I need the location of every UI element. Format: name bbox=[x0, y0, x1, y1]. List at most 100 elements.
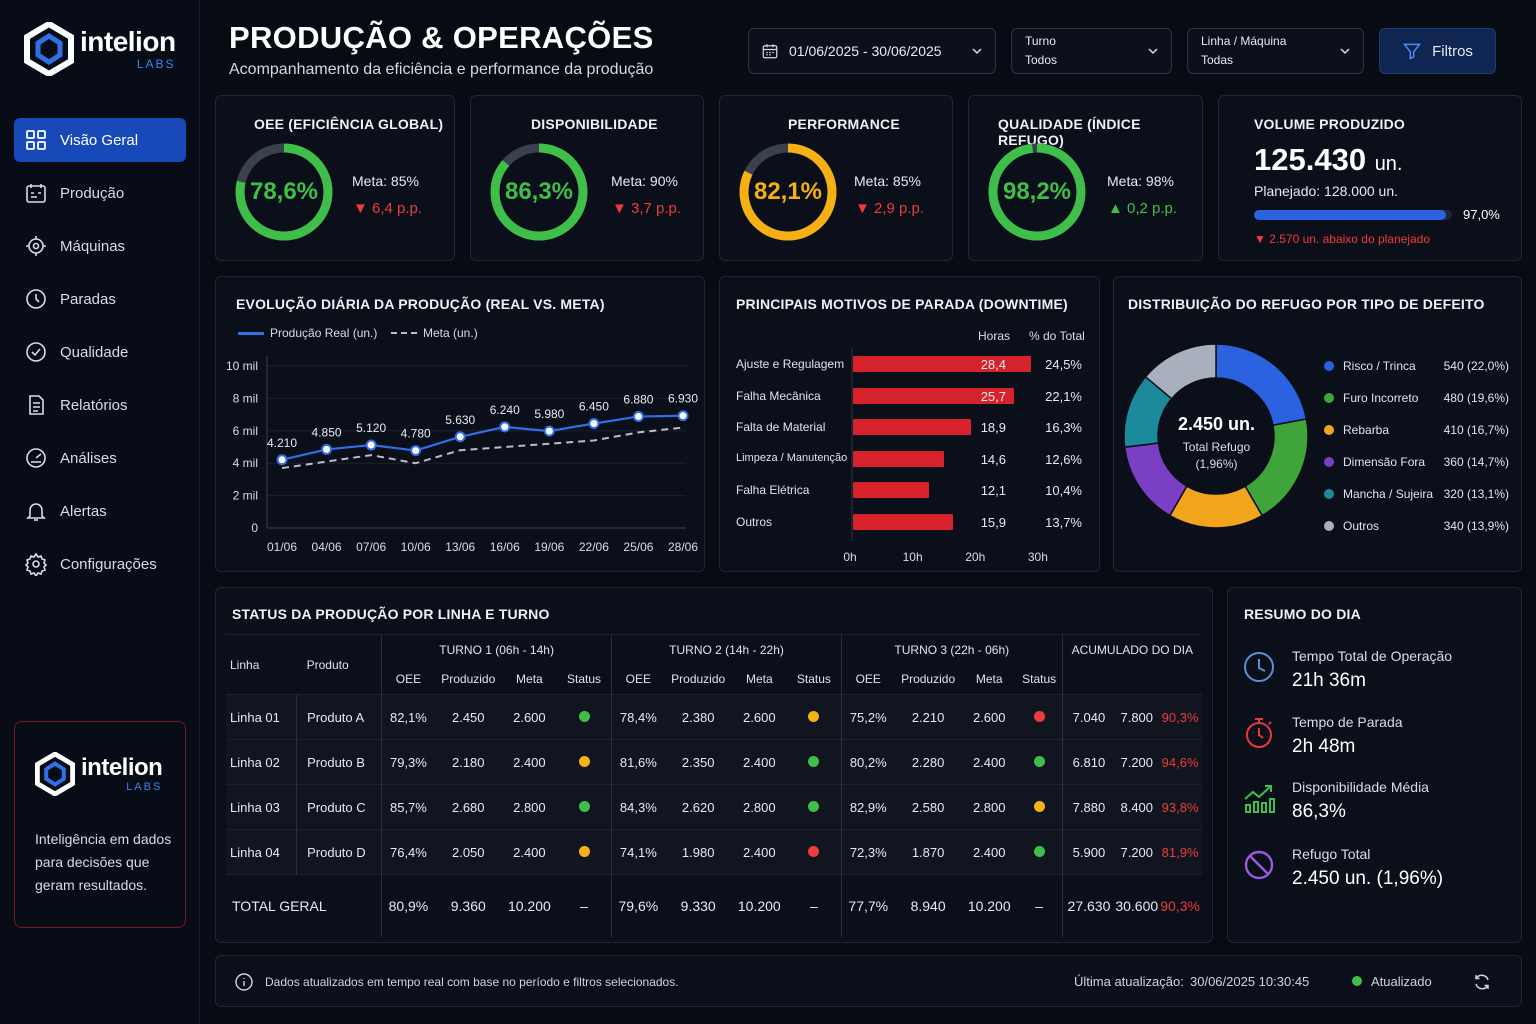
downtime-pct: 16,3% bbox=[1045, 420, 1082, 436]
kpi-delta: ▼ 3,7 p.p. bbox=[612, 200, 682, 217]
resumo-label: Refugo Total bbox=[1292, 846, 1371, 862]
cell-linha: Linha 01 bbox=[226, 694, 297, 740]
kpi-ring-progress bbox=[490, 143, 588, 241]
col-linha: Linha bbox=[226, 634, 297, 695]
legend-name: Furo Incorreto bbox=[1343, 391, 1419, 405]
sidebar-item-qualidade[interactable]: Qualidade bbox=[14, 330, 186, 374]
data-point bbox=[410, 445, 422, 457]
pie-legend-item: Mancha / Sujeira 320 (13,1%) bbox=[1324, 487, 1509, 501]
pie-legend-item: Outros 340 (13,9%) bbox=[1324, 519, 1509, 533]
sidebar-item-visao-geral[interactable]: Visão Geral bbox=[14, 118, 186, 162]
pie-title: DISTRIBUIÇÃO DO REFUGO POR TIPO DE DEFEI… bbox=[1128, 296, 1485, 312]
kpi-value: 78,6% bbox=[249, 178, 319, 205]
sidebar-item-paradas[interactable]: Paradas bbox=[14, 277, 186, 321]
refresh-icon[interactable] bbox=[1472, 972, 1492, 992]
turno-select[interactable]: Turno Todos bbox=[1011, 28, 1172, 74]
downtime-pct: 12,6% bbox=[1045, 451, 1082, 467]
cell-status bbox=[786, 739, 842, 785]
document-icon bbox=[29, 395, 44, 415]
downtime-label: Falta de Material bbox=[736, 420, 826, 435]
cell-oee: 72,3% bbox=[840, 829, 895, 875]
legend-value: 480 (19,6%) bbox=[1443, 391, 1509, 405]
legend-name: Mancha / Sujeira bbox=[1343, 487, 1434, 501]
cell-meta: 2.800 bbox=[501, 784, 557, 830]
footer-bar: Dados atualizados em tempo real com base… bbox=[215, 955, 1522, 1007]
sidebar-item-producao[interactable]: Produção bbox=[14, 171, 186, 215]
ban-icon bbox=[1244, 850, 1274, 880]
sidebar-item-label: Paradas bbox=[60, 290, 116, 308]
data-point bbox=[588, 418, 600, 430]
cell-acc-meta: 7.800 bbox=[1115, 694, 1159, 740]
sidebar-item-label: Alertas bbox=[60, 502, 107, 520]
data-point bbox=[365, 439, 377, 451]
brand-logo[interactable]: intelion LABS bbox=[24, 22, 176, 76]
cell-meta: 10.200 bbox=[501, 874, 557, 937]
legend-value: 410 (16,7%) bbox=[1443, 423, 1509, 437]
resumo-value: 2h 48m bbox=[1292, 736, 1356, 757]
filters-button[interactable]: Filtros bbox=[1379, 28, 1496, 74]
cell-acc-percent: 81,9% bbox=[1158, 829, 1202, 875]
legend-name: Outros bbox=[1343, 519, 1380, 533]
downtime-bar bbox=[853, 356, 1031, 372]
kpi-ring bbox=[988, 143, 1086, 241]
cell-produzido: 2.350 bbox=[664, 739, 732, 785]
downtime-hours: 28,4 bbox=[980, 357, 1006, 372]
data-label: 5.120 bbox=[356, 421, 386, 435]
pie-legend-item: Rebarba 410 (16,7%) bbox=[1324, 423, 1509, 437]
downtime-label: Limpeza / Manutenção bbox=[736, 451, 848, 464]
cell-produzido: 2.680 bbox=[434, 784, 502, 830]
x-tick-label: 22/06 bbox=[579, 540, 609, 554]
cell-acc-meta: 30.600 bbox=[1115, 874, 1159, 937]
cell-linha: Linha 03 bbox=[226, 784, 297, 830]
cell-meta: 2.400 bbox=[961, 739, 1017, 785]
volume-progress-fill bbox=[1254, 210, 1447, 220]
sidebar-item-label: Visão Geral bbox=[60, 131, 139, 149]
downtime-pct: 24,5% bbox=[1045, 357, 1082, 372]
status-dot bbox=[1352, 976, 1362, 986]
downtime-label: Falha Elétrica bbox=[736, 483, 810, 498]
cell-produzido: 2.580 bbox=[894, 784, 962, 830]
stopwatch-icon bbox=[1246, 718, 1272, 748]
date-range-select[interactable]: 01/06/2025 - 30/06/2025 bbox=[748, 28, 996, 74]
sidebar-item-configuracoes[interactable]: Configurações bbox=[14, 542, 186, 586]
subheader-produzido: Produzido bbox=[441, 672, 496, 687]
cell-produzido: 9.360 bbox=[434, 874, 502, 937]
data-label: 6.240 bbox=[490, 403, 520, 417]
kpi-ring bbox=[235, 143, 333, 241]
pie-legend-item: Dimensão Fora 360 (14,7%) bbox=[1324, 455, 1509, 469]
sidebar-item-alertas[interactable]: Alertas bbox=[14, 489, 186, 533]
refugo-donut bbox=[1123, 343, 1309, 529]
legend-dot bbox=[1324, 393, 1334, 403]
filter-icon bbox=[1403, 43, 1422, 60]
legend-real-label: Produção Real (un.) bbox=[270, 326, 378, 340]
sidebar-item-analises[interactable]: Análises bbox=[14, 436, 186, 480]
cell-produto: Produto B bbox=[296, 739, 382, 785]
series-meta-line bbox=[281, 426, 684, 470]
table-subheader: OEE Produzido Meta Status OEE Produzido Meta St… bbox=[226, 664, 1202, 695]
sidebar-item-maquinas[interactable]: Máquinas bbox=[14, 224, 186, 268]
linha-maquina-select[interactable]: Linha / Máquina Todas bbox=[1187, 28, 1364, 74]
cell-status bbox=[556, 829, 612, 875]
cell-acc-produzido: 7.040 bbox=[1061, 694, 1116, 740]
cell-acc-produzido: 27.630 bbox=[1061, 874, 1116, 937]
brand-name: intelion bbox=[81, 753, 163, 781]
cell-produzido: 2.380 bbox=[664, 694, 732, 740]
cell-status bbox=[1016, 784, 1063, 830]
col-turno-3: TURNO 3 (22h - 06h) bbox=[840, 634, 1063, 665]
cell-linha: Linha 02 bbox=[226, 739, 297, 785]
resumo-value: 2.450 un. (1,96%) bbox=[1292, 868, 1444, 889]
downtime-bar bbox=[853, 450, 945, 467]
resumo-label: Disponibilidade Média bbox=[1292, 779, 1429, 795]
status-dot bbox=[1033, 845, 1045, 857]
sidebar-item-label: Máquinas bbox=[60, 237, 126, 255]
downtime-label: Falha Mecânica bbox=[736, 388, 821, 403]
downtime-label: Ajuste e Regulagem bbox=[736, 357, 845, 371]
resumo-item-parada: Tempo de Parada 2h 48m bbox=[1242, 714, 1403, 758]
sidebar-item-relatorios[interactable]: Relatórios bbox=[14, 383, 186, 427]
legend-real-swatch bbox=[238, 331, 264, 335]
y-tick-label: 8 mil bbox=[233, 391, 258, 405]
data-point bbox=[276, 454, 288, 466]
kpi-delta: ▲ 0,2 p.p. bbox=[1108, 200, 1178, 217]
check-circle-icon bbox=[26, 342, 46, 362]
donut-slice bbox=[1144, 343, 1217, 400]
